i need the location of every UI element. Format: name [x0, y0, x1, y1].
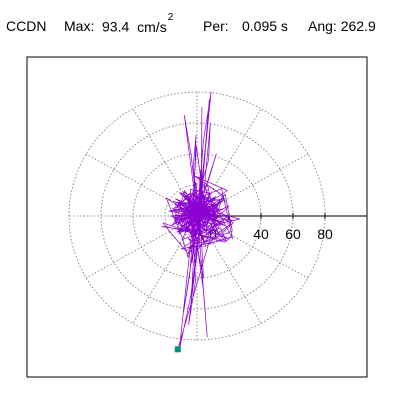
plot-header: CCDN Max: 93.4 cm/s2 Per: 0.095 s Ang: 2…: [6, 12, 396, 40]
station-code: CCDN: [6, 18, 47, 34]
motion-trace: [161, 91, 240, 350]
end-marker: [174, 346, 181, 353]
tick-label: 40: [253, 226, 269, 242]
tick-label: 60: [285, 226, 301, 242]
period-label: Per:: [203, 18, 229, 34]
max-value: 93.4: [102, 18, 130, 35]
angle-readout: Ang: 262.9: [308, 18, 376, 34]
grid-spoke-210: [85, 215, 198, 279]
grid-spoke-240: [132, 215, 198, 324]
radial-tick-labels: 0 40 60 80: [209, 226, 333, 242]
tick-label: 80: [317, 226, 333, 242]
motion-trace-path: [161, 91, 240, 350]
max-value-group: 93.4 cm/s2: [102, 12, 173, 35]
plot-frame: [26, 56, 368, 378]
max-unit-exponent: 2: [167, 12, 174, 23]
max-unit: cm/s: [137, 18, 167, 35]
period-value: 0.095 s: [242, 18, 288, 34]
end-marker-square: [174, 346, 181, 353]
max-label: Max:: [64, 18, 95, 34]
